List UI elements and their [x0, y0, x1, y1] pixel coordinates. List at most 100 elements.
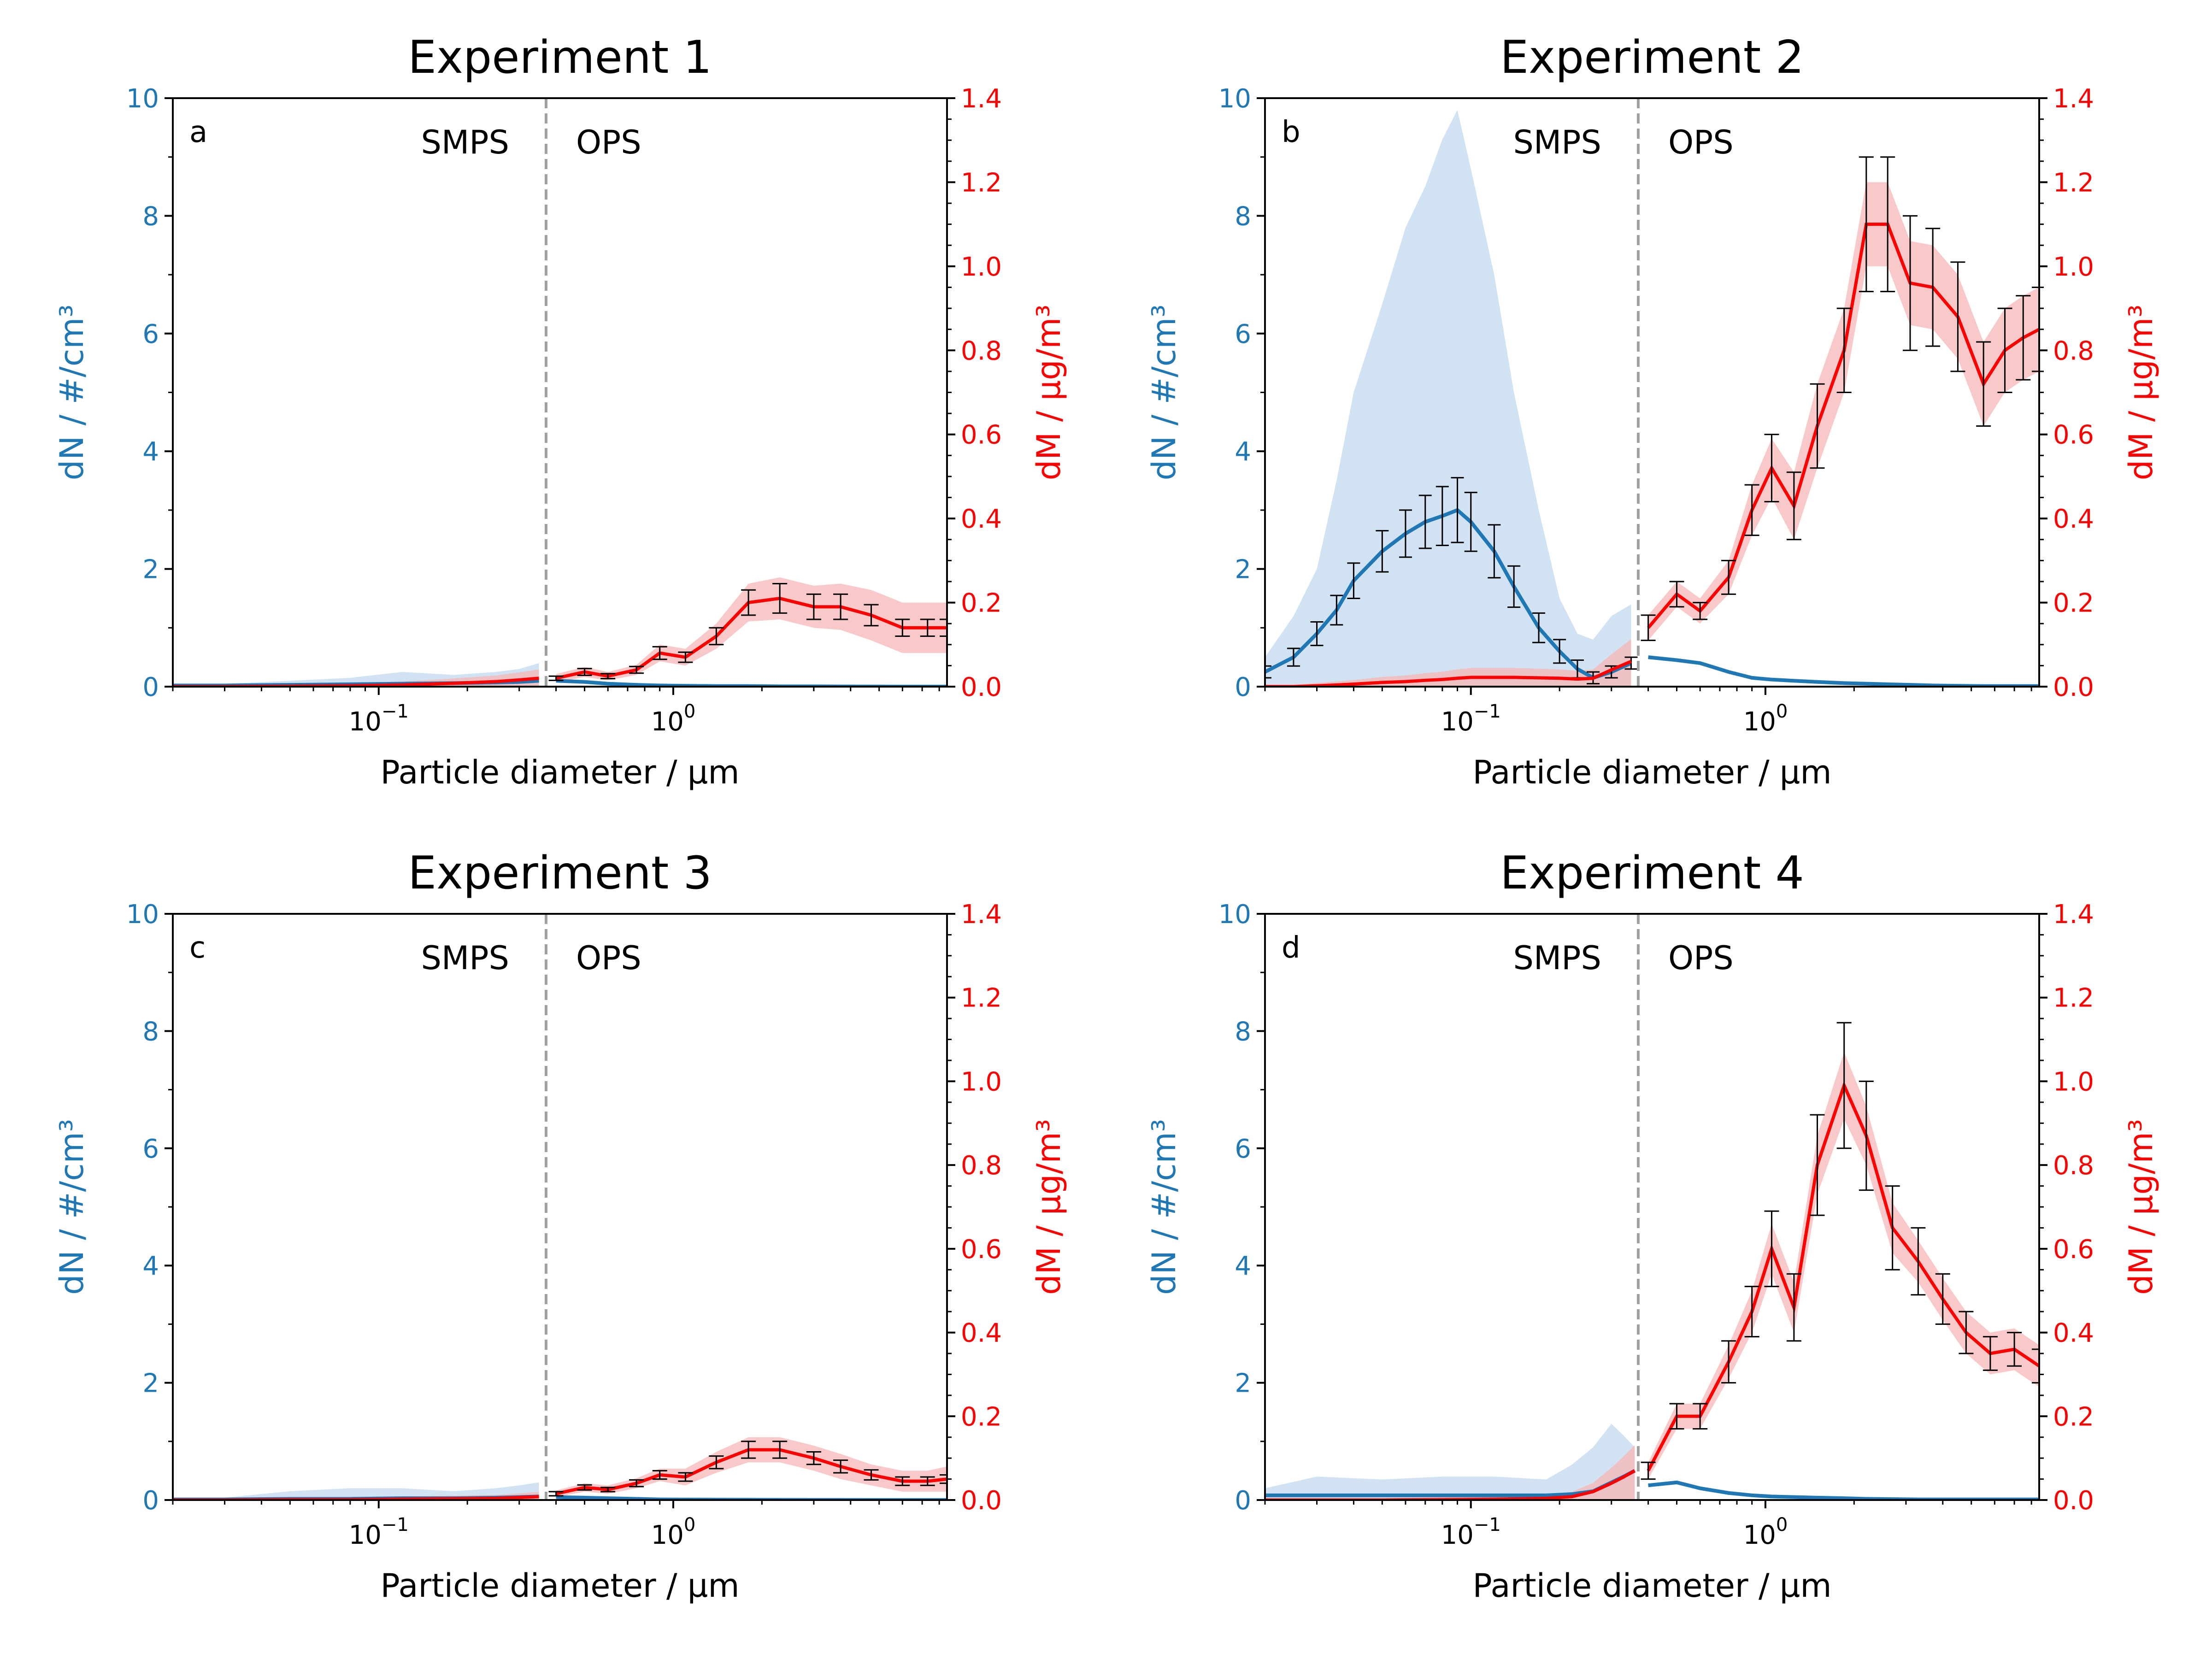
y-axis-label-left: dN / #/cm³: [53, 305, 91, 481]
ops-dM-band: [556, 577, 947, 682]
ytick-left-label: 0: [142, 672, 159, 702]
xtick-label: 100: [651, 1514, 696, 1550]
ytick-right-label: 1.2: [961, 168, 1002, 198]
y-axis-label-left: dN / #/cm³: [53, 1119, 91, 1295]
ytick-right-label: 0.4: [2053, 1318, 2094, 1348]
annotation-smps: SMPS: [421, 124, 509, 161]
panel-letter: a: [189, 115, 207, 149]
ytick-right-label: 0.4: [961, 504, 1002, 534]
panel-b: SMPS OPS b 0 2 4 6 8 10 0.0 0.2 0.4 0.6 0.8 1.0 1.2 1.4 1…: [1145, 31, 2160, 791]
ops-dN-line: [1648, 1483, 2039, 1500]
panel-c: SMPS OPS c 0 2 4 6 8 10 0.0 0.2 0.4 0.6 0.8 1.0 1.2 1.4 1…: [53, 847, 1068, 1605]
xtick-label: 10−1: [1441, 1514, 1501, 1550]
ytick-right-label: 0.6: [2053, 420, 2094, 450]
axes-frame: [173, 914, 947, 1500]
xtick-label: 100: [1743, 1514, 1788, 1550]
ytick-right-label: 0.4: [961, 1318, 1002, 1348]
ytick-right-label: 1.0: [2053, 252, 2094, 282]
ytick-right-label: 1.2: [2053, 983, 2094, 1013]
xtick-label: 10−1: [349, 701, 409, 737]
ytick-left-label: 2: [1235, 555, 1251, 585]
panel-title: Experiment 2: [1500, 31, 1804, 84]
ytick-left-label: 6: [1235, 319, 1251, 349]
ytick-right-label: 0.2: [961, 1402, 1002, 1432]
panel-title: Experiment 4: [1500, 847, 1804, 900]
ytick-right-label: 1.2: [2053, 168, 2094, 198]
ytick-right-label: 0.0: [961, 672, 1002, 702]
panel-title: Experiment 3: [408, 847, 712, 900]
ops-dN-line: [556, 681, 947, 687]
plot-area: [173, 1437, 954, 1500]
ytick-left-label: 2: [142, 1369, 159, 1399]
ytick-right-label: 0.6: [2053, 1235, 2094, 1265]
ytick-left-label: 0: [142, 1486, 159, 1516]
ytick-right-label: 1.2: [961, 983, 1002, 1013]
ytick-right-label: 0.6: [961, 1235, 1002, 1265]
ytick-right-label: 1.0: [2053, 1067, 2094, 1097]
axes-frame: [1265, 914, 2039, 1500]
plot-area: [1259, 110, 2047, 687]
y-axis-label-left: dN / #/cm³: [1145, 305, 1183, 481]
ytick-right-label: 0.8: [961, 1151, 1002, 1181]
x-axis-label: Particle diameter / μm: [1472, 753, 1831, 791]
xtick-label: 100: [651, 701, 696, 737]
ytick-left-label: 4: [1235, 1251, 1251, 1281]
ytick-left-label: 10: [126, 84, 159, 114]
xtick-label: 10−1: [349, 1514, 409, 1550]
ytick-right-label: 0.0: [2053, 1486, 2094, 1516]
y-axis-label-right: dM / μg/m³: [1030, 305, 1068, 481]
ytick-right-label: 0.6: [961, 420, 1002, 450]
xtick-label: 100: [1743, 701, 1788, 737]
ytick-left-label: 8: [142, 201, 159, 231]
panel-title: Experiment 1: [408, 31, 712, 84]
ytick-right-label: 0.8: [961, 336, 1002, 366]
ytick-left-label: 8: [1235, 201, 1251, 231]
ytick-left-label: 10: [1218, 900, 1251, 930]
ytick-left-label: 0: [1235, 1486, 1251, 1516]
panel-a: SMPS OPS a 0 2 4 6 8 10 0.0 0.2 0.4 0.6 0.8 1.0 1.2 1.4 1…: [53, 31, 1068, 791]
ytick-right-label: 1.0: [961, 1067, 1002, 1097]
ytick-left-label: 8: [142, 1017, 159, 1047]
y-axis-label-right: dM / μg/m³: [2122, 305, 2160, 481]
plot-area: [1265, 1023, 2047, 1500]
ytick-right-label: 1.4: [2053, 900, 2094, 930]
annotation-ops: OPS: [1668, 939, 1734, 977]
ytick-left-label: 10: [126, 900, 159, 930]
ytick-right-label: 0.2: [961, 588, 1002, 618]
ytick-left-label: 8: [1235, 1017, 1251, 1047]
panel-letter: c: [189, 931, 206, 965]
ytick-left-label: 6: [1235, 1134, 1251, 1164]
ops-dN-line: [1648, 657, 2039, 686]
x-axis-label: Particle diameter / μm: [380, 753, 739, 791]
annotation-ops: OPS: [576, 939, 641, 977]
x-axis-label: Particle diameter / μm: [1472, 1567, 1831, 1605]
ytick-left-label: 6: [142, 319, 159, 349]
ytick-right-label: 0.8: [2053, 336, 2094, 366]
ytick-right-label: 0.2: [2053, 1402, 2094, 1432]
ytick-right-label: 0.2: [2053, 588, 2094, 618]
xtick-label: 10−1: [1441, 701, 1501, 737]
annotation-ops: OPS: [576, 124, 641, 161]
x-axis-label: Particle diameter / μm: [380, 1567, 739, 1605]
smps-dN-band: [1265, 110, 1631, 687]
y-axis-label-right: dM / μg/m³: [2122, 1119, 2160, 1295]
ytick-left-label: 6: [142, 1134, 159, 1164]
ytick-left-label: 0: [1235, 672, 1251, 702]
ytick-right-label: 0.8: [2053, 1151, 2094, 1181]
plot-area: [173, 577, 954, 687]
ytick-right-label: 1.4: [961, 900, 1002, 930]
ytick-left-label: 4: [142, 437, 159, 467]
panel-letter: d: [1282, 931, 1300, 965]
smps-dN-band: [1265, 1424, 1635, 1500]
ytick-left-label: 10: [1218, 84, 1251, 114]
annotation-smps: SMPS: [1513, 939, 1601, 977]
ytick-right-label: 0.4: [2053, 504, 2094, 534]
annotation-smps: SMPS: [1513, 124, 1601, 161]
ytick-left-label: 4: [1235, 437, 1251, 467]
ytick-left-label: 2: [1235, 1369, 1251, 1399]
ytick-right-label: 1.4: [961, 84, 1002, 114]
ytick-right-label: 0.0: [2053, 672, 2094, 702]
ytick-right-label: 0.0: [961, 1486, 1002, 1516]
annotation-ops: OPS: [1668, 124, 1734, 161]
